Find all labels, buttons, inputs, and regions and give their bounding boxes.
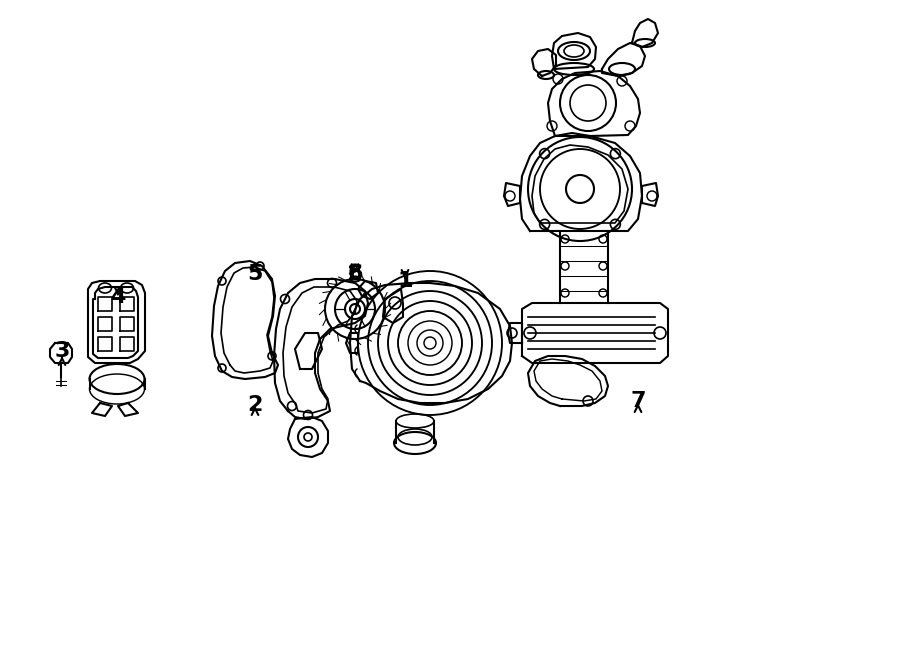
Text: 4: 4	[111, 287, 126, 307]
Text: 1: 1	[397, 271, 413, 291]
Text: 7: 7	[630, 391, 646, 411]
Text: 5: 5	[248, 264, 263, 284]
Text: 2: 2	[248, 395, 263, 415]
Text: 3: 3	[54, 341, 69, 361]
Text: 6: 6	[347, 264, 363, 284]
